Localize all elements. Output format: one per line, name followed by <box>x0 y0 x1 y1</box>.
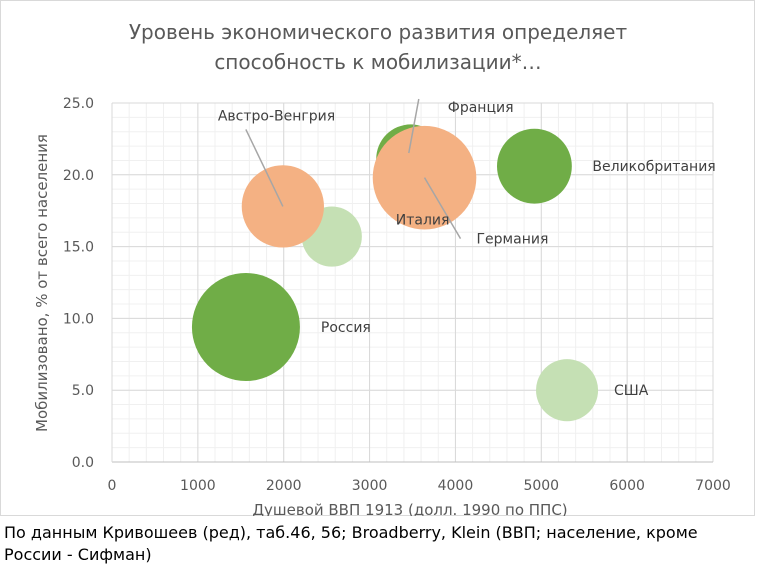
data-label-Франция: Франция <box>448 100 514 116</box>
chart-title-line-1: Уровень экономического развития определя… <box>129 20 628 44</box>
data-label-Великобритания: Великобритания <box>592 159 715 175</box>
x-tick-label: 6000 <box>609 478 645 494</box>
data-label-Германия: Германия <box>477 232 549 248</box>
y-axis-ticks: 0.0 5.0 10.0 15.0 20.0 25.0 <box>63 96 94 471</box>
x-tick-label: 3000 <box>352 478 388 494</box>
x-axis-label: Душевой ВВП 1913 (долл. 1990 по ППС) <box>252 501 567 516</box>
bubble-США <box>536 359 599 422</box>
y-tick-label: 15.0 <box>63 240 94 256</box>
y-tick-label: 5.0 <box>72 383 94 399</box>
y-tick-label: 0.0 <box>72 455 94 471</box>
bubble-chart: Уровень экономического развития определя… <box>33 20 731 516</box>
chart-title-line-2: способность к мобилизации*… <box>214 50 541 74</box>
leader-lines <box>245 98 462 240</box>
y-tick-label: 20.0 <box>63 168 94 184</box>
x-tick-label: 2000 <box>266 478 302 494</box>
x-tick-label: 5000 <box>523 478 559 494</box>
data-label-США: США <box>614 383 649 399</box>
bubble-Великобритания <box>497 128 572 204</box>
data-label-Италия: Италия <box>396 213 450 229</box>
source-footnote: По данным Кривошеев (ред), таб.46, 56; B… <box>4 523 698 564</box>
x-tick-label: 0 <box>108 478 117 494</box>
x-tick-label: 1000 <box>180 478 216 494</box>
y-tick-label: 10.0 <box>63 311 94 327</box>
x-tick-label: 7000 <box>695 478 731 494</box>
data-labels: Россия Италия Франция Великобритания США Авст… <box>218 100 716 399</box>
leader-line-Франция <box>408 98 420 154</box>
x-axis-ticks: 0 1000 2000 3000 4000 5000 6000 7000 <box>108 478 731 494</box>
data-label-Россия: Россия <box>321 320 371 336</box>
leader-line-Австро-Венгрия <box>245 129 284 207</box>
x-tick-label: 4000 <box>438 478 474 494</box>
data-label-Австро-Венгрия: Австро-Венгрия <box>218 108 335 124</box>
chart-frame <box>0 0 755 516</box>
y-tick-label: 25.0 <box>63 96 94 112</box>
leader-line-Германия <box>423 177 462 240</box>
bubble-Россия <box>191 273 300 382</box>
y-axis-label: Мобилизовано, % от всего населения <box>33 134 51 432</box>
bubbles <box>191 124 599 422</box>
